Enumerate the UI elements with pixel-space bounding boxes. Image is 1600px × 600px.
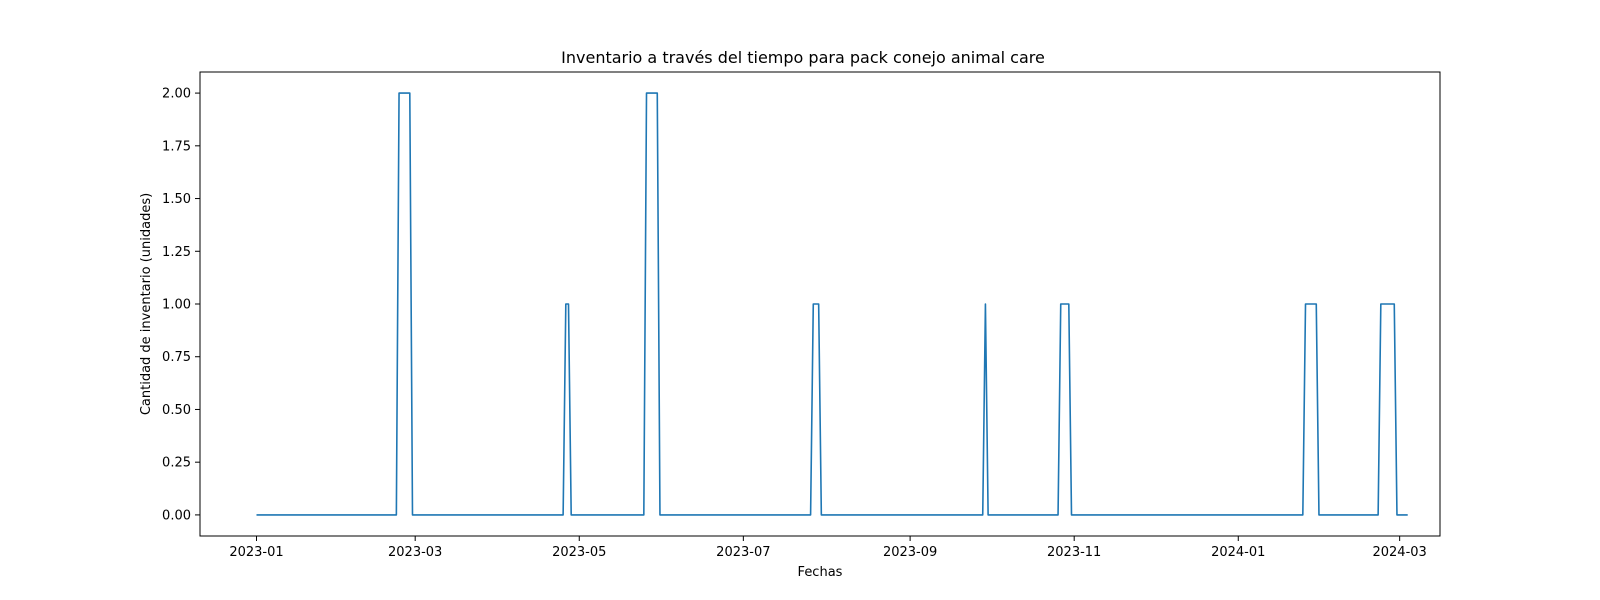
y-tick-label: 0.00 xyxy=(162,508,191,523)
x-tick-label: 2023-01 xyxy=(229,545,283,560)
plot-frame xyxy=(199,71,1441,537)
y-tick-label: 1.00 xyxy=(162,298,191,313)
y-axis-label: Cantidad de inventario (unidades) xyxy=(139,193,154,415)
x-tick-label: 2024-03 xyxy=(1372,545,1426,560)
plot-area xyxy=(256,92,1408,516)
x-axis-label: Fechas xyxy=(798,565,843,580)
x-tick-label: 2024-01 xyxy=(1211,545,1265,560)
y-tick-label: 1.75 xyxy=(162,139,191,154)
x-tick-label: 2023-03 xyxy=(388,545,442,560)
series-line xyxy=(256,92,1408,516)
y-tick-label: 1.25 xyxy=(162,245,191,260)
x-axis: 2023-01 2023-03 2023-05 2023-07 2023-09 2023-… xyxy=(229,536,1427,560)
x-tick-label: 2023-11 xyxy=(1047,545,1101,560)
y-tick-label: 0.25 xyxy=(162,456,191,471)
x-tick-label: 2023-05 xyxy=(552,545,606,560)
y-tick-label: 0.75 xyxy=(162,350,191,365)
x-tick-label: 2023-07 xyxy=(716,545,770,560)
y-tick-label: 1.50 xyxy=(162,192,191,207)
y-axis: 0.00 0.25 0.50 0.75 1.00 1.25 1.50 1.75 2.00 xyxy=(162,87,200,523)
y-tick-label: 0.50 xyxy=(162,403,191,418)
y-tick-label: 2.00 xyxy=(162,87,191,102)
chart-title: Inventario a través del tiempo para pack… xyxy=(561,48,1045,67)
x-tick-label: 2023-09 xyxy=(883,545,937,560)
